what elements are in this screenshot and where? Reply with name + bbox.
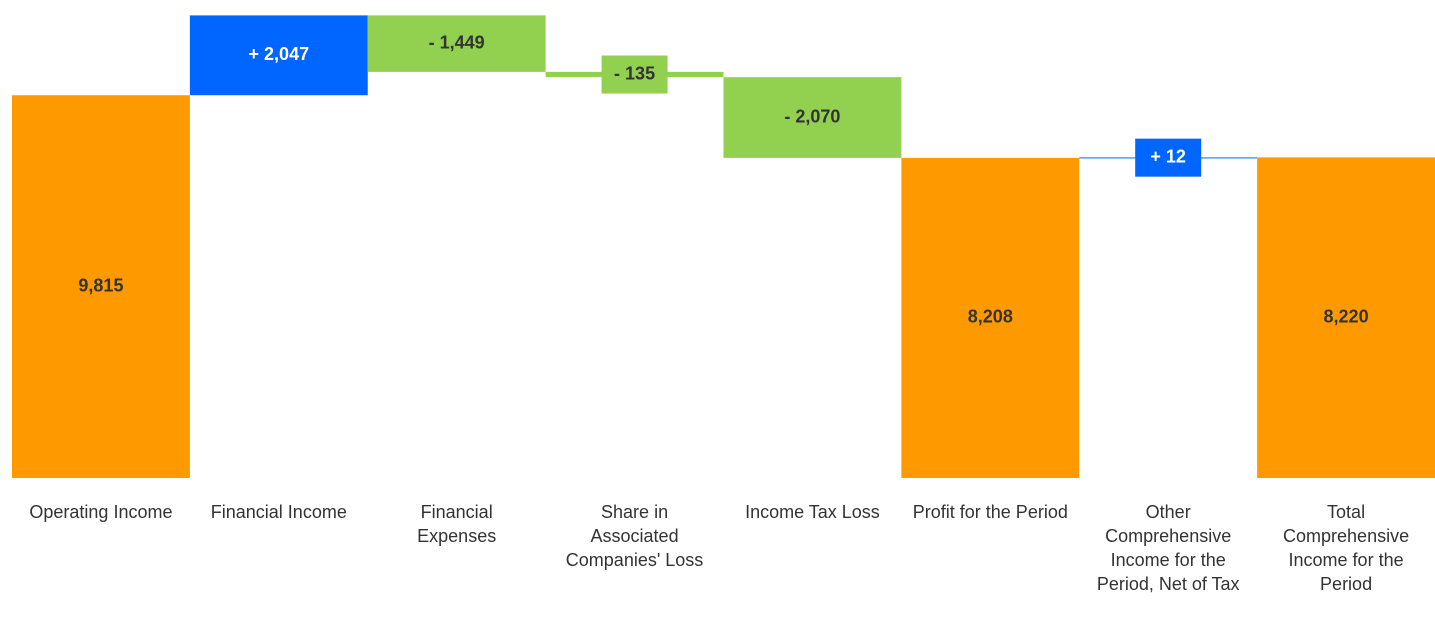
- bar: [367, 15, 546, 72]
- x-tick-label: Financial Income: [210, 502, 347, 522]
- bar: [901, 157, 1080, 478]
- value-label: + 12: [1150, 146, 1186, 166]
- x-tick-label: Other Comprehensive Income for the Perio…: [1096, 502, 1240, 594]
- value-label: 8,208: [968, 307, 1013, 327]
- value-label: - 2,070: [784, 106, 840, 126]
- x-tick-label: Financial Expenses: [417, 502, 497, 546]
- bar: [189, 15, 368, 96]
- x-tick-label: Operating Income: [29, 502, 173, 522]
- bar: [723, 77, 902, 158]
- value-label: + 2,047: [249, 44, 310, 64]
- value-label: - 1,449: [429, 32, 485, 52]
- value-label: - 135: [614, 63, 655, 83]
- x-tick-label: Income Tax Loss: [745, 502, 880, 522]
- x-tick-label: Total Comprehensive Income for the Perio…: [1283, 502, 1410, 594]
- bar: [12, 95, 190, 478]
- label-box: [601, 55, 668, 94]
- x-tick-label: Share in Associated Companies' Loss: [565, 502, 704, 570]
- x-tick-label: Profit for the Period: [912, 502, 1068, 522]
- value-label: 9,815: [78, 275, 123, 295]
- bar: [1257, 157, 1435, 479]
- value-label: 8,220: [1324, 306, 1369, 326]
- label-box: [1135, 138, 1202, 177]
